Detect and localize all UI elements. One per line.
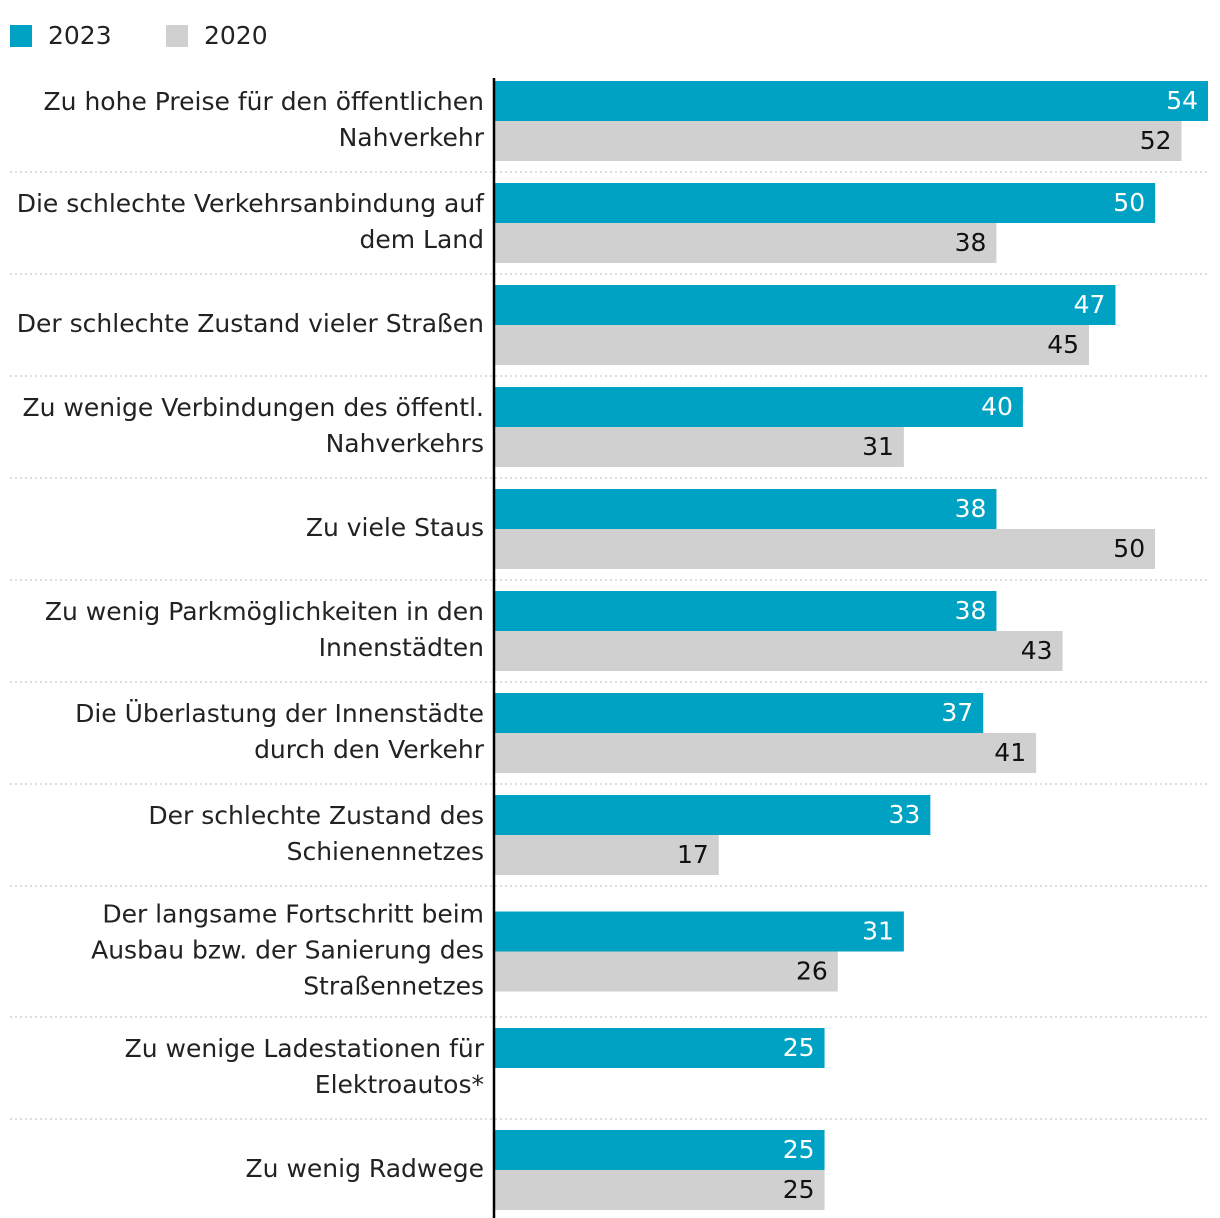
category-label: Zu hohe Preise für den öffentlichen Nahve… (44, 87, 485, 152)
category-label: Zu wenig Radwege (246, 1154, 484, 1183)
legend-label: 2023 (48, 21, 112, 50)
bar (494, 285, 1116, 325)
legend-label: 2020 (204, 21, 268, 50)
bar (494, 1170, 825, 1210)
category-label: Zu viele Staus (306, 513, 484, 542)
bar (494, 121, 1182, 161)
bar (494, 325, 1089, 365)
bar (494, 1130, 825, 1170)
value-label: 31 (862, 432, 894, 461)
category-label: Zu wenig Parkmöglichkeiten in den Innenst… (45, 597, 484, 662)
value-label: 25 (783, 1135, 815, 1164)
value-label: 41 (994, 738, 1026, 767)
bar (494, 183, 1156, 223)
bar (494, 951, 838, 992)
bar (494, 733, 1037, 773)
value-label: 37 (941, 698, 973, 727)
value-label: 25 (783, 1175, 815, 1204)
legend-swatch (10, 25, 32, 47)
value-label: 52 (1140, 126, 1172, 155)
category-label: Der schlechte Zustand vieler Straßen (17, 309, 484, 338)
bar (494, 1028, 825, 1068)
bar (494, 387, 1023, 427)
bar (494, 81, 1208, 121)
value-label: 38 (955, 228, 987, 257)
category-label: Der schlechte Zustand des Schienennetzes (148, 801, 484, 866)
bar (494, 835, 719, 875)
value-label: 43 (1021, 636, 1053, 665)
bar (494, 631, 1063, 671)
bar (494, 795, 931, 835)
value-label: 40 (981, 392, 1013, 421)
category-label: Die Überlastung der Innenstädte durch den… (75, 699, 485, 764)
value-label: 54 (1166, 86, 1198, 115)
bar (494, 591, 997, 631)
value-label: 47 (1074, 290, 1106, 319)
bar (494, 911, 904, 952)
value-label: 45 (1047, 330, 1079, 359)
category-label: Der langsame Fortschritt beim Ausbau bzw.… (91, 900, 484, 1001)
category-label: Die schlechte Verkehrsanbindung auf dem L… (17, 189, 485, 254)
category-label: Zu wenige Verbindungen des öffentl. Nahve… (23, 393, 484, 458)
value-label: 38 (955, 596, 987, 625)
value-label: 31 (862, 917, 894, 946)
category-label: Zu wenige Ladestationen für Elektroautos* (125, 1034, 485, 1099)
value-label: 50 (1113, 188, 1145, 217)
value-label: 25 (783, 1033, 815, 1062)
value-label: 38 (955, 494, 987, 523)
bar (494, 693, 984, 733)
bar (494, 529, 1156, 569)
legend-swatch (166, 25, 188, 47)
bar (494, 427, 904, 467)
value-label: 50 (1113, 534, 1145, 563)
value-label: 17 (677, 840, 709, 869)
bar (494, 223, 997, 263)
value-label: 33 (889, 800, 921, 829)
bar (494, 489, 997, 529)
value-label: 26 (796, 957, 828, 986)
